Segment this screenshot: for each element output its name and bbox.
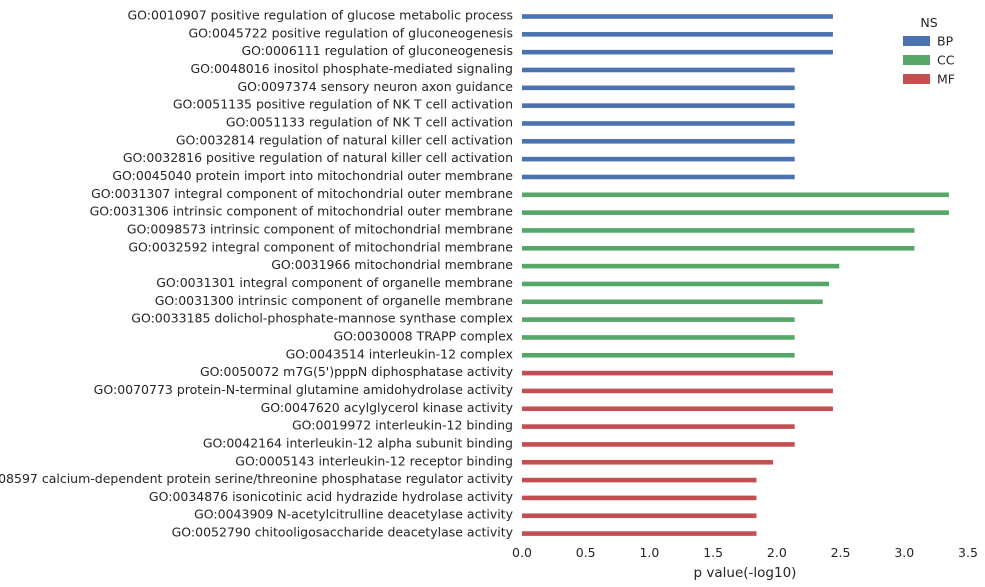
x-tick-label: 1.5 <box>703 545 723 560</box>
bar-mf <box>522 495 757 501</box>
bar-mf <box>522 513 757 519</box>
category-label: GO:0031301 integral component of organel… <box>156 275 513 290</box>
x-tick-label: 3.0 <box>894 545 914 560</box>
bar-cc <box>522 245 915 251</box>
bar-bp <box>522 139 795 144</box>
x-axis-title: p value(-log10) <box>694 565 797 581</box>
bar-bp <box>522 32 833 37</box>
bar-cc <box>522 299 823 305</box>
bar-cc <box>522 281 830 287</box>
category-label: GO:0031966 mitochondrial membrane <box>271 257 513 272</box>
category-label: GO:0047620 acylglycerol kinase activity <box>261 400 514 415</box>
x-tick-label: 0.0 <box>512 545 532 560</box>
category-label: GO:0010907 positive regulation of glucos… <box>127 8 513 23</box>
legend-swatch-bp <box>903 36 930 46</box>
bar-bp <box>522 85 795 91</box>
bar-mf <box>522 531 757 536</box>
bar-mf <box>522 459 774 465</box>
category-label: GO:0008597 calcium-dependent protein ser… <box>0 471 514 486</box>
bar-cc <box>522 192 949 198</box>
x-tick-label: 2.0 <box>767 545 787 560</box>
category-label: GO:0031306 intrinsic component of mitoch… <box>90 204 514 219</box>
category-label: GO:0052790 chitooligosaccharide deacetyl… <box>172 525 514 540</box>
legend: NS BP CC MF <box>903 15 955 87</box>
category-label: GO:0050072 m7G(5')pppN diphosphatase act… <box>200 364 514 379</box>
category-label: GO:0030008 TRAPP complex <box>333 328 513 343</box>
bar-cc <box>522 352 795 358</box>
bar-mf <box>522 370 833 376</box>
category-label: GO:0098573 intrinsic component of mitoch… <box>127 221 513 236</box>
category-label: GO:0042164 interleukin-12 alpha subunit … <box>203 435 513 450</box>
category-label: GO:0032814 regulation of natural killer … <box>176 132 513 147</box>
category-label: GO:0034876 isonicotinic acid hydrazide h… <box>149 489 514 504</box>
category-label: GO:0043909 N-acetylcitrulline deacetylas… <box>194 507 513 522</box>
bar-bp <box>522 121 795 126</box>
legend-title: NS <box>920 15 937 30</box>
category-label: GO:0019972 interleukin-12 binding <box>292 418 513 433</box>
x-tick-label: 2.5 <box>831 545 851 560</box>
bar-bp <box>522 14 833 19</box>
category-label: GO:0032592 integral component of mitocho… <box>128 239 513 254</box>
bar-cc <box>522 210 949 215</box>
bar-mf <box>522 406 833 412</box>
legend-label-mf: MF <box>937 72 955 87</box>
legend-label-cc: CC <box>937 53 955 68</box>
x-tick-label: 3.5 <box>958 545 978 560</box>
bar-cc <box>522 335 795 340</box>
bar-mf <box>522 442 795 447</box>
category-label: GO:0031300 intrinsic component of organe… <box>155 293 514 308</box>
bar-mf <box>522 477 757 483</box>
category-label: GO:0006111 regulation of gluconeogenesis <box>242 43 514 58</box>
category-label: GO:0005143 interleukin-12 receptor bindi… <box>235 453 513 468</box>
category-label: GO:0032816 positive regulation of natura… <box>123 150 513 165</box>
bar-cc <box>522 263 840 269</box>
category-label: GO:0033185 dolichol-phosphate-mannose sy… <box>131 311 513 326</box>
bar-mf <box>522 388 833 394</box>
bar-bp <box>522 49 833 55</box>
bar-bp <box>522 174 795 180</box>
bar-mf <box>522 424 795 429</box>
category-label: GO:0031307 integral component of mitocho… <box>91 186 513 201</box>
bar-cc <box>522 228 915 233</box>
category-label: GO:0043514 interleukin-12 complex <box>286 346 513 361</box>
category-label: GO:0051135 positive regulation of NK T c… <box>173 97 513 112</box>
legend-swatch-cc <box>903 55 930 65</box>
category-label: GO:0045722 positive regulation of glucon… <box>189 25 514 40</box>
x-tick-label: 1.0 <box>639 545 659 560</box>
legend-label-bp: BP <box>937 34 954 49</box>
category-label: GO:0051133 regulation of NK T cell activ… <box>226 114 513 129</box>
category-label: GO:0048016 inositol phosphate-mediated s… <box>190 61 513 76</box>
legend-entries: BP CC MF <box>903 34 955 87</box>
x-axis-ticks: 0.0 0.5 1.0 1.5 2.0 2.5 3.0 3.5 <box>512 545 978 560</box>
category-labels: GO:0010907 positive regulation of glucos… <box>0 8 514 540</box>
bars-layer <box>522 14 949 536</box>
bar-bp <box>522 156 795 162</box>
bar-bp <box>522 103 795 108</box>
bar-bp <box>522 67 795 73</box>
x-tick-label: 0.5 <box>576 545 596 560</box>
category-label: GO:0045040 protein import into mitochond… <box>112 168 513 183</box>
category-label: GO:0070773 protein-N-terminal glutamine … <box>94 382 514 397</box>
bar-cc <box>522 317 795 322</box>
legend-swatch-mf <box>903 74 930 84</box>
category-label: GO:0097374 sensory neuron axon guidance <box>237 79 513 94</box>
